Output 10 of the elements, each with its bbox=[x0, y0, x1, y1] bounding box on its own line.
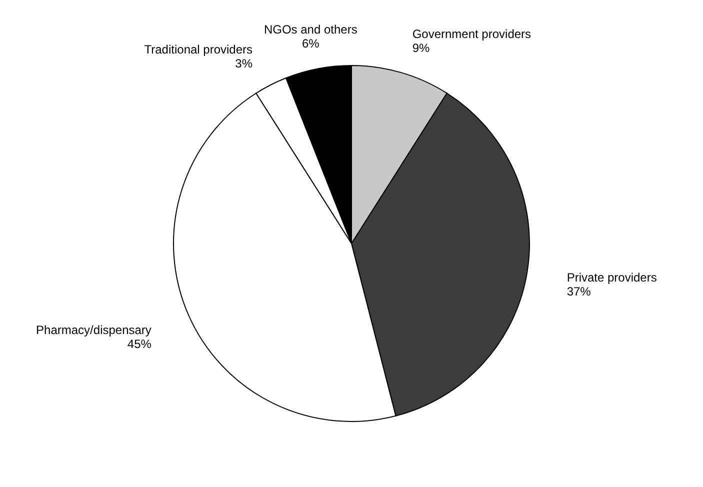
slice-label: Pharmacy/dispensary bbox=[36, 323, 152, 338]
slice-label: NGOs and others bbox=[264, 22, 358, 36]
data-label: 45% bbox=[127, 337, 152, 352]
data-label: 9% bbox=[412, 41, 430, 56]
slice-label: Private providers bbox=[566, 270, 657, 285]
data-label: 3% bbox=[235, 56, 253, 70]
slice-label: Traditional providers bbox=[144, 42, 253, 56]
data-label: 37% bbox=[566, 284, 592, 299]
data-label: 6% bbox=[302, 36, 320, 50]
slice-label: Government providers bbox=[412, 27, 532, 42]
